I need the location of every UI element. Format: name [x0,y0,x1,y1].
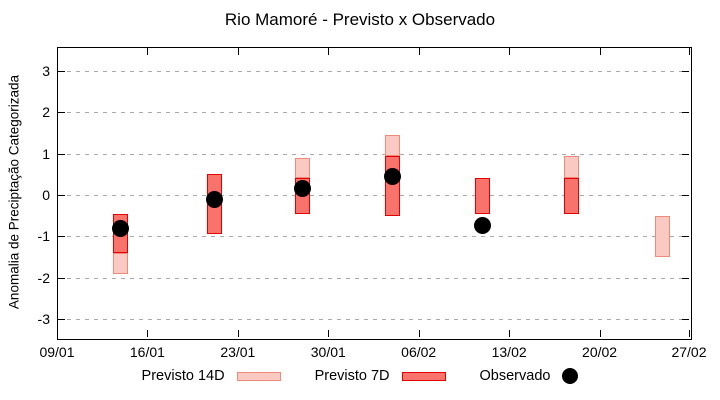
y-axis-tick [682,153,689,155]
observado-dot [293,180,311,198]
x-axis-tick [147,48,149,55]
forecast-14d-bar [563,155,579,179]
forecast-7d-bar [385,155,401,216]
legend-item: Previsto 14D [142,368,281,384]
legend-dot-swatch [562,368,579,384]
y-axis-tick [682,70,689,72]
legend-box-swatch [401,371,446,381]
x-tick-label: 16/01 [129,344,165,360]
gridline [58,112,689,114]
y-axis-tick [58,153,65,155]
x-tick-label: 23/01 [220,344,256,360]
observado-dot [206,190,224,208]
x-axis-tick [237,48,239,55]
gridline [58,153,689,155]
forecast-14d-bar [655,215,671,257]
legend: Previsto 14D Previsto 7D Observado [0,368,720,384]
x-tick-label: 20/02 [582,344,618,360]
legend-label: Previsto 14D [141,368,225,384]
forecast-7d-bar [474,178,490,214]
observado-dot [112,219,130,237]
forecast-7d-bar [563,178,579,214]
y-tick-label: 2 [42,104,50,121]
forecast-14d-bar [385,135,401,156]
legend-box-swatch [236,371,281,381]
x-tick-label: 09/01 [39,344,75,360]
x-axis-tick [689,330,690,337]
observado-dot [473,217,491,235]
gridline [58,70,689,72]
x-axis-tick [509,330,511,337]
y-tick-label: -2 [37,269,50,286]
x-axis-tick [418,48,420,55]
y-tick-label: 1 [42,145,50,162]
x-axis-tick [147,330,149,337]
y-axis-tick [58,318,65,320]
y-axis-tick [682,318,689,320]
x-axis-tick [57,330,58,337]
x-tick-label: 13/02 [491,344,527,360]
y-tick-label: 0 [42,186,50,203]
gridline [58,194,689,196]
forecast-14d-bar [113,252,129,274]
x-axis-tick [237,330,239,337]
y-axis-tick [682,112,689,114]
y-axis-tick [58,236,65,238]
x-tick-label: 27/02 [671,344,707,360]
y-axis-tick [58,112,65,114]
x-axis-tick [689,48,690,55]
y-axis-tick [58,194,65,196]
forecast-14d-bar [294,157,310,179]
y-axis-tick [58,277,65,279]
x-axis-tick [599,48,601,55]
x-tick-label: 06/02 [401,344,437,360]
y-axis-tick [682,277,689,279]
legend-label: Previsto 7D [314,368,390,384]
gridline [58,236,689,238]
y-axis-tick [58,70,65,72]
x-axis-tick [418,330,420,337]
legend-label: Observado [479,368,551,384]
legend-item: Observado [480,368,579,384]
plot-area [57,47,692,340]
x-axis-tick [509,48,511,55]
y-axis-tick [682,194,689,196]
x-axis-tick [328,48,330,55]
y-tick-label: -3 [37,310,50,327]
x-axis-tick [599,330,601,337]
legend-item: Previsto 7D [315,368,446,384]
gridline [58,318,689,320]
y-axis-tick [682,236,689,238]
gridline [58,277,689,279]
y-tick-label: 3 [42,62,50,79]
x-axis-tick [57,48,58,55]
chart-title: Rio Mamoré - Previsto x Observado [224,10,496,29]
x-axis-tick [328,330,330,337]
y-tick-label: -1 [37,228,50,245]
observado-dot [384,167,402,185]
x-tick-label: 30/01 [310,344,346,360]
